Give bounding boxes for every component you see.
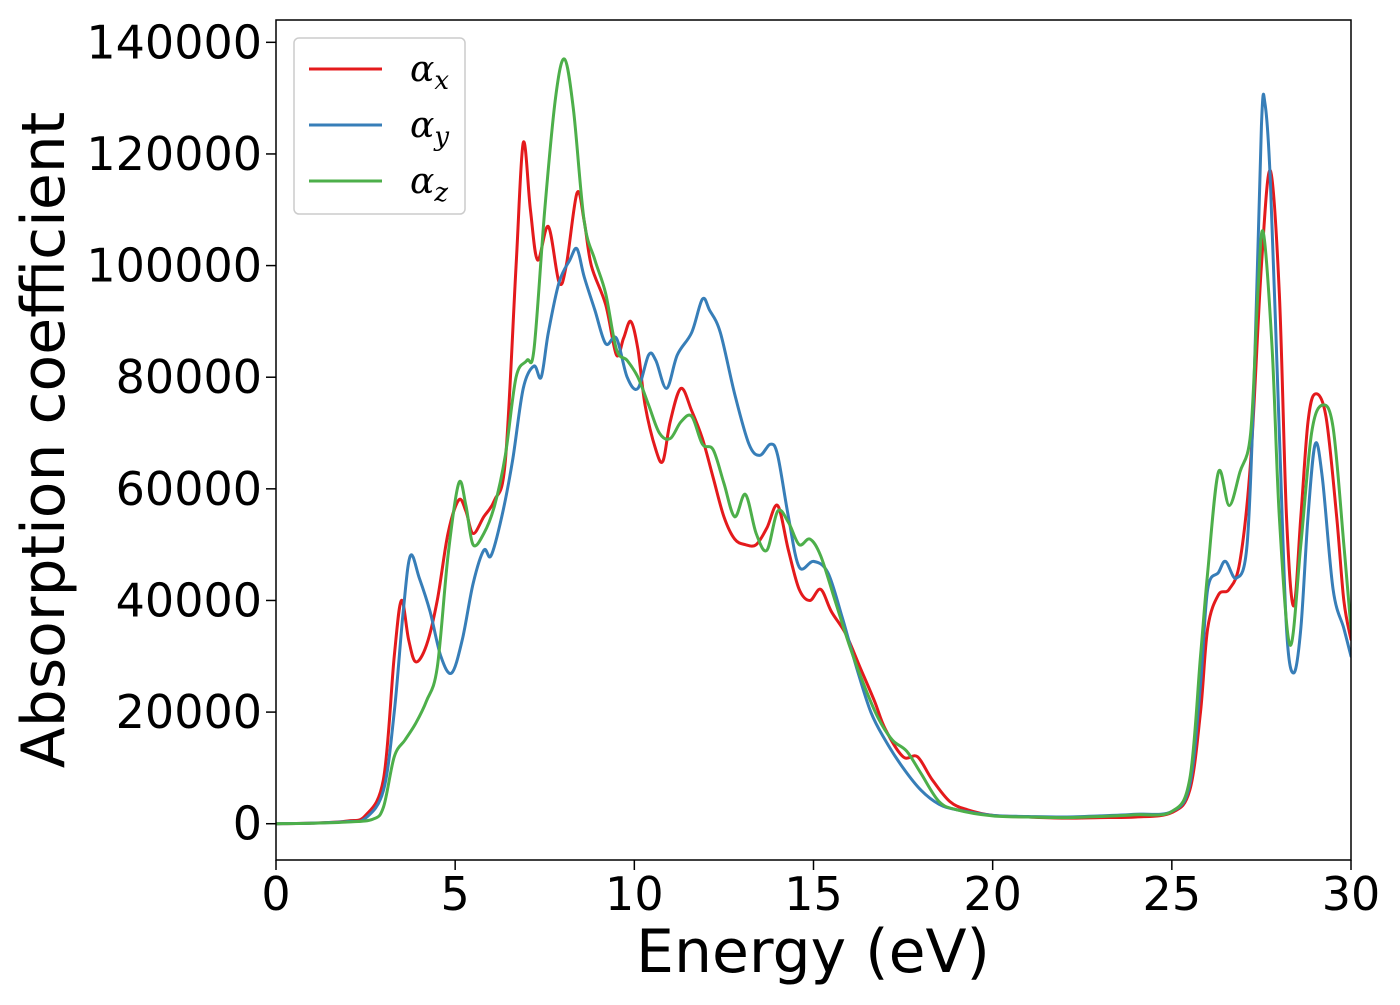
series-line-x xyxy=(276,140,1351,826)
series-line-z xyxy=(276,57,1351,826)
legend: αx αy αz xyxy=(293,37,466,215)
y-tick-label: 120000 xyxy=(86,127,262,181)
legend-label-x: αx xyxy=(410,49,449,96)
y-tick-label: 0 xyxy=(233,797,262,851)
x-axis-ticks: 0 5 10 15 20 25 30 xyxy=(261,860,1380,921)
legend-label-z: αz xyxy=(410,161,448,208)
y-tick-label: 140000 xyxy=(86,15,262,69)
x-tick-label: 0 xyxy=(261,867,290,921)
x-axis-title: Energy (eV) xyxy=(636,917,990,987)
legend-label-y: αy xyxy=(410,105,449,152)
y-tick-label: 20000 xyxy=(116,685,262,739)
series-line-y xyxy=(276,92,1351,826)
y-tick-label: 80000 xyxy=(116,350,262,404)
series-layer xyxy=(276,57,1351,826)
y-tick-label: 60000 xyxy=(116,462,262,516)
x-tick-label: 10 xyxy=(605,867,664,921)
x-tick-label: 30 xyxy=(1322,867,1381,921)
y-tick-label: 100000 xyxy=(86,239,262,293)
x-tick-label: 5 xyxy=(441,867,470,921)
x-tick-label: 20 xyxy=(963,867,1022,921)
x-tick-label: 15 xyxy=(784,867,843,921)
y-axis-title: Absorption coefficient xyxy=(9,112,79,769)
y-axis-ticks: 0 20000 40000 60000 80000 100000 120000 140000 xyxy=(86,15,276,851)
x-tick-label: 25 xyxy=(1143,867,1202,921)
y-tick-label: 40000 xyxy=(116,573,262,627)
